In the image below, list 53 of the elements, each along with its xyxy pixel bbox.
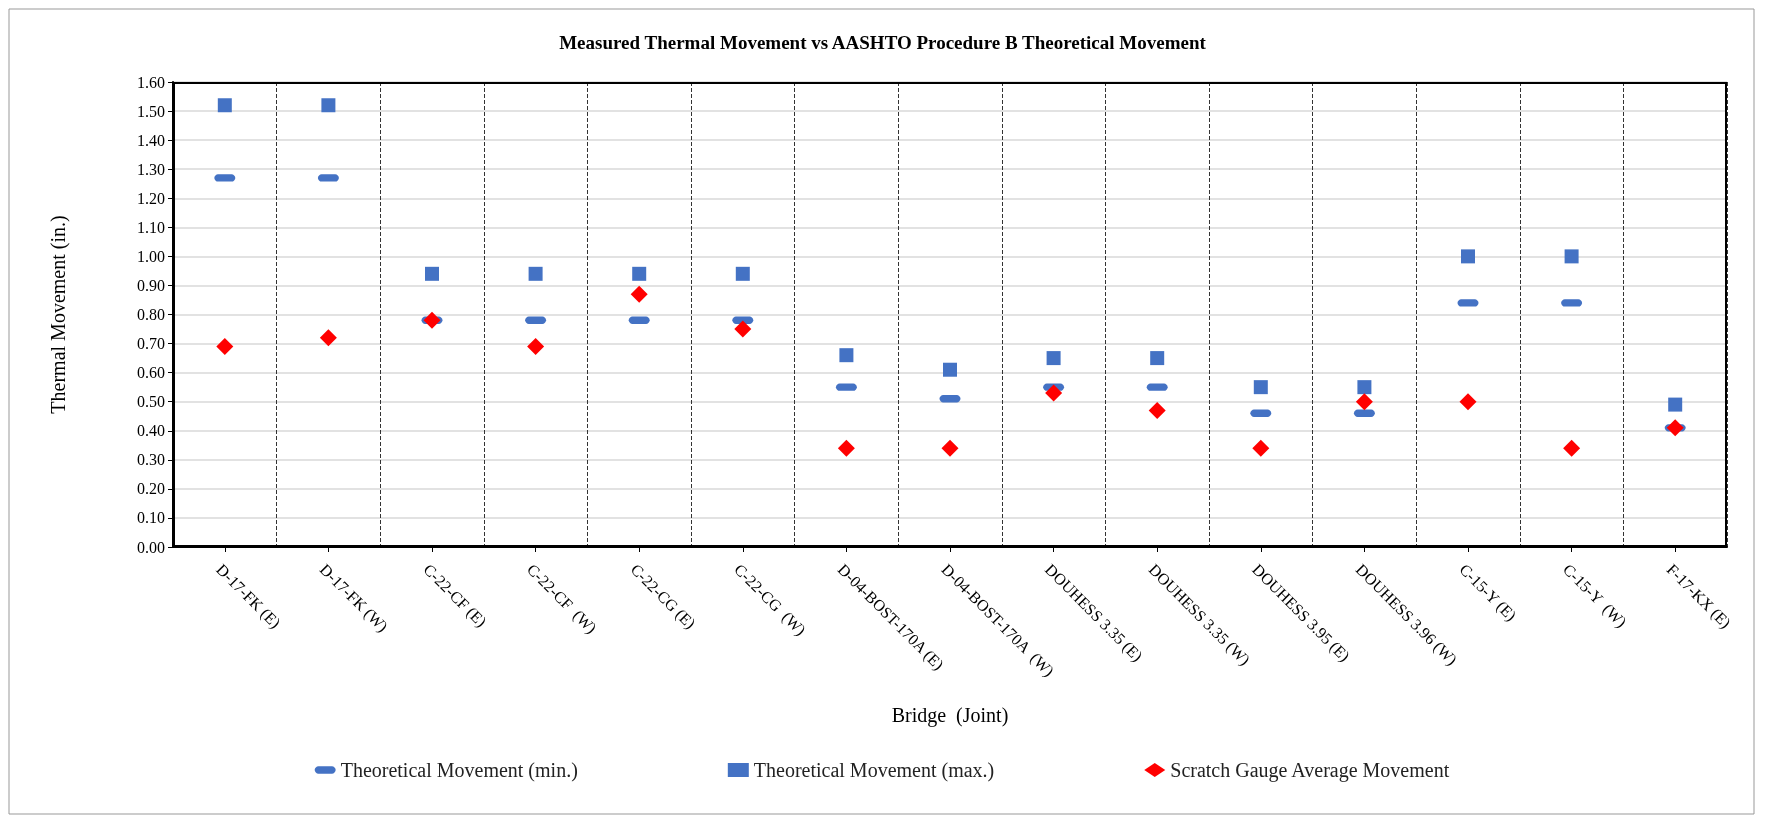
point (1253, 380, 1268, 395)
point (735, 266, 750, 281)
y-tick-label: 0.60 (137, 364, 165, 382)
point (319, 329, 337, 347)
y-tick-label: 1.10 (137, 218, 165, 236)
point (1045, 384, 1063, 402)
point (217, 98, 232, 113)
point (1459, 393, 1477, 411)
point (216, 337, 234, 355)
y-tick-label: 1.20 (137, 189, 165, 207)
y-tick-label: 1.40 (137, 131, 165, 149)
point (321, 98, 336, 113)
point (632, 266, 647, 281)
point (425, 266, 439, 281)
y-tick-label: 0.10 (137, 509, 165, 527)
y-tick-label: 0.80 (137, 306, 165, 323)
y-tick-label: 0.40 (137, 422, 165, 440)
y-tick-label: 0.90 (137, 276, 165, 294)
point (1355, 393, 1373, 411)
y-tick-label: 1.30 (137, 160, 165, 178)
point (734, 320, 752, 338)
y-tick-label: 0.20 (137, 480, 165, 498)
point (837, 439, 855, 457)
point (839, 348, 854, 363)
y-tick-label: 0.70 (137, 335, 165, 353)
point (527, 337, 545, 355)
point (630, 285, 648, 303)
y-tick-label: 1.00 (137, 247, 165, 265)
x-axis-title: Bridge (Joint) (891, 704, 1009, 727)
chart-title: Measured Thermal Movement vs AASHTO Procedure B Theoretical Movement (559, 32, 1207, 53)
y-tick-label: 0.50 (137, 393, 165, 411)
point (941, 439, 959, 457)
point (1666, 419, 1684, 437)
legend-label: Scratch Gauge Average Movement (1170, 759, 1450, 782)
point (1461, 249, 1475, 264)
point (1564, 249, 1579, 264)
point (1150, 351, 1165, 366)
point (1046, 351, 1061, 366)
point (528, 266, 543, 281)
point (1252, 439, 1270, 457)
point (1357, 380, 1372, 395)
point (1563, 439, 1581, 457)
y-tick-label: 0.00 (137, 538, 165, 556)
legend-label: Theoretical Movement (max.) (753, 759, 995, 782)
y-axis-title: Thermal Movement (in.) (47, 215, 70, 414)
point (1668, 397, 1683, 412)
point (1148, 401, 1166, 419)
point (423, 311, 441, 329)
y-tick-label: 1.60 (137, 73, 165, 91)
legend-label: Theoretical Movement (min.) (340, 759, 578, 782)
y-tick-label: 0.30 (137, 451, 165, 469)
point (943, 362, 957, 377)
y-tick-label: 1.50 (137, 102, 165, 120)
